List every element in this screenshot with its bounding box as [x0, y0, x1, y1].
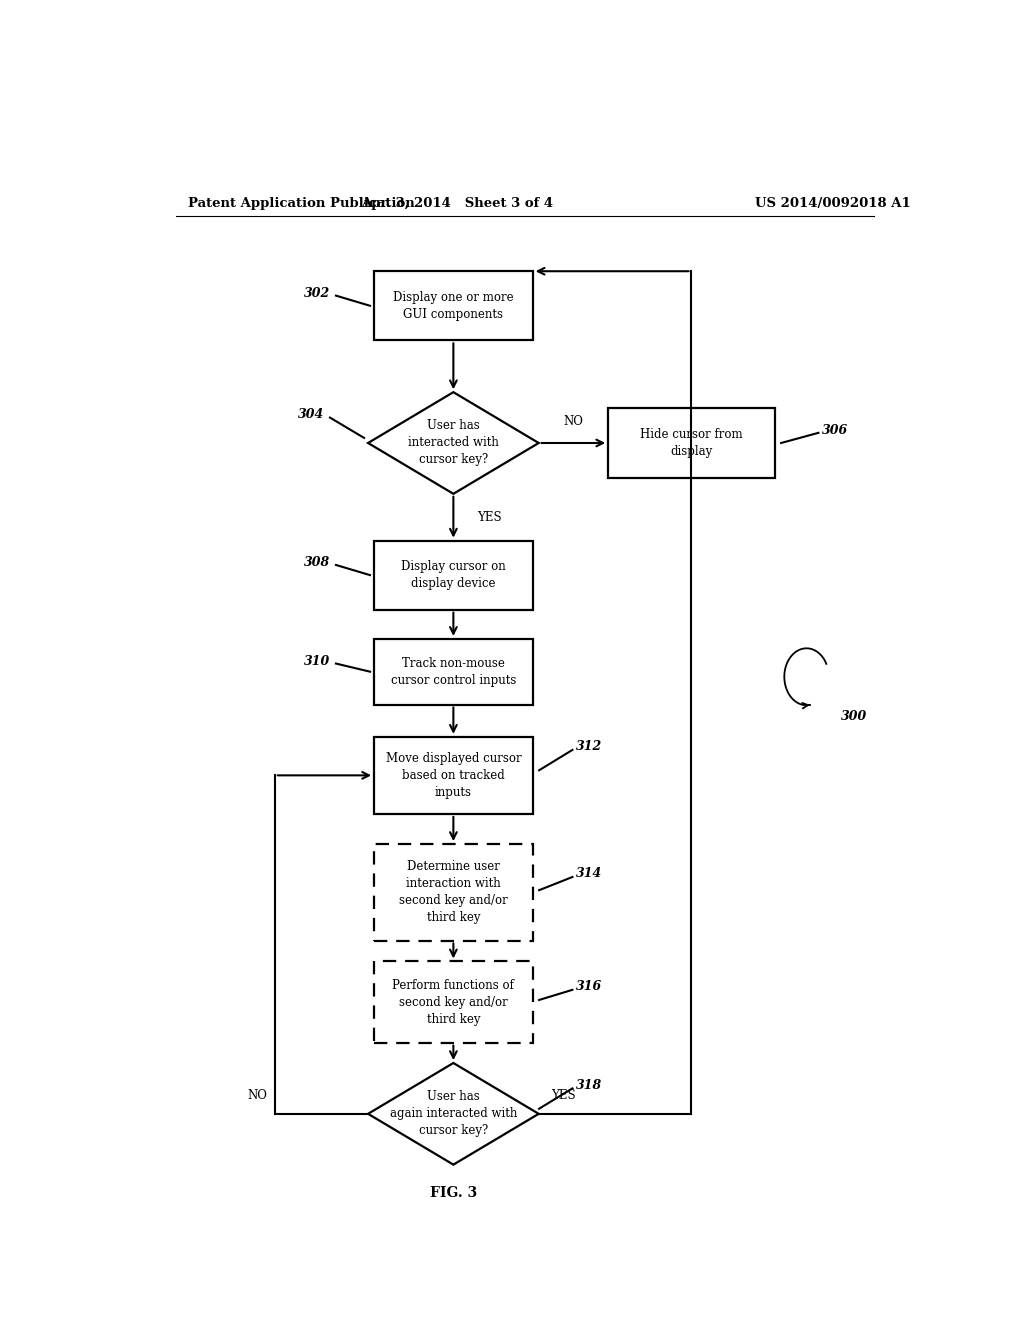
Text: Perform functions of
second key and/or
third key: Perform functions of second key and/or t…	[392, 978, 514, 1026]
Text: Display one or more
GUI components: Display one or more GUI components	[393, 290, 514, 321]
Text: NO: NO	[247, 1089, 267, 1102]
Text: 300: 300	[841, 710, 867, 723]
Text: 302: 302	[304, 286, 331, 300]
Text: Patent Application Publication: Patent Application Publication	[187, 197, 415, 210]
Text: 314: 314	[577, 867, 603, 880]
Text: US 2014/0092018 A1: US 2014/0092018 A1	[755, 197, 910, 210]
Text: Display cursor on
display device: Display cursor on display device	[401, 560, 506, 590]
Text: Apr. 3, 2014   Sheet 3 of 4: Apr. 3, 2014 Sheet 3 of 4	[361, 197, 553, 210]
Text: Determine user
interaction with
second key and/or
third key: Determine user interaction with second k…	[399, 861, 508, 924]
Text: 306: 306	[822, 424, 849, 437]
Text: 316: 316	[577, 981, 603, 993]
Text: YES: YES	[477, 511, 502, 524]
Text: User has
again interacted with
cursor key?: User has again interacted with cursor ke…	[390, 1090, 517, 1138]
Text: 318: 318	[577, 1078, 603, 1092]
Text: Move displayed cursor
based on tracked
inputs: Move displayed cursor based on tracked i…	[386, 752, 521, 799]
Text: Hide cursor from
display: Hide cursor from display	[640, 428, 742, 458]
Text: 310: 310	[304, 655, 331, 668]
Text: NO: NO	[563, 414, 584, 428]
Text: FIG. 3: FIG. 3	[430, 1187, 477, 1200]
Text: 312: 312	[577, 741, 603, 754]
Bar	[374, 639, 532, 705]
Text: Track non-mouse
cursor control inputs: Track non-mouse cursor control inputs	[391, 656, 516, 686]
Text: YES: YES	[551, 1089, 575, 1102]
Bar	[374, 961, 532, 1043]
Bar	[374, 541, 532, 610]
Bar	[374, 271, 532, 341]
Bar	[374, 843, 532, 941]
Text: 308: 308	[304, 557, 331, 569]
Text: User has
interacted with
cursor key?: User has interacted with cursor key?	[408, 420, 499, 466]
Bar	[374, 737, 532, 814]
Bar	[608, 408, 775, 478]
Text: 304: 304	[298, 408, 325, 421]
